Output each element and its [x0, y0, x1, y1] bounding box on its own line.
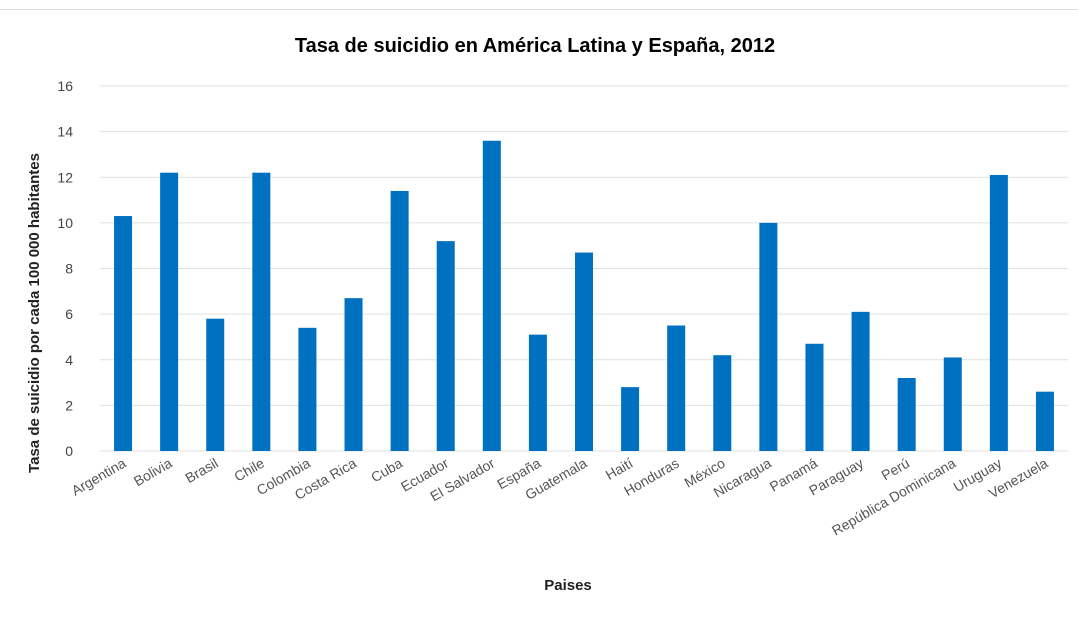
- y-tick-label: 14: [57, 124, 73, 140]
- bar: [897, 378, 916, 451]
- bar: [943, 357, 962, 451]
- bar: [528, 334, 547, 451]
- bar: [206, 318, 225, 451]
- y-tick-label: 16: [57, 78, 73, 94]
- bar: [114, 216, 133, 451]
- y-tick-label: 8: [65, 261, 73, 277]
- x-tick-label: Argentina: [69, 455, 129, 499]
- y-tick-label: 6: [65, 306, 73, 322]
- y-tick-label: 4: [65, 352, 73, 368]
- y-tick-label: 12: [57, 169, 73, 185]
- bar: [390, 190, 409, 451]
- x-tick-label: Bolivia: [131, 455, 175, 490]
- bar: [298, 327, 317, 451]
- top-divider: [0, 9, 1078, 10]
- bar: [436, 241, 455, 451]
- bar: [575, 252, 593, 451]
- bars: [114, 140, 1054, 451]
- chart-title: Tasa de suicidio en América Latina y Esp…: [295, 35, 775, 57]
- x-axis-title: Paises: [544, 577, 592, 594]
- x-tick-label: Brasil: [182, 455, 220, 486]
- bar: [344, 298, 363, 451]
- bar: [621, 387, 640, 451]
- bar: [160, 172, 179, 451]
- y-tick-label: 10: [57, 215, 73, 231]
- bar: [1035, 391, 1054, 451]
- bar: [713, 355, 732, 451]
- bar: [482, 140, 501, 451]
- bar: [851, 311, 870, 451]
- y-tick-label: 0: [65, 443, 73, 459]
- x-axis-labels: Argentina Bolivia Brasil ChileColombiaCosta…: [69, 455, 1051, 539]
- y-axis-title: Tasa de suicidio por cada 100 000 habita…: [26, 153, 43, 473]
- bar: [667, 325, 686, 451]
- bar: [759, 222, 778, 451]
- y-axis-ticks: 0 2 4 6 8 10 12 14 16: [57, 78, 73, 459]
- bar: [805, 343, 824, 451]
- y-tick-label: 2: [65, 397, 73, 413]
- bar: [989, 174, 1008, 451]
- bar: [252, 172, 271, 451]
